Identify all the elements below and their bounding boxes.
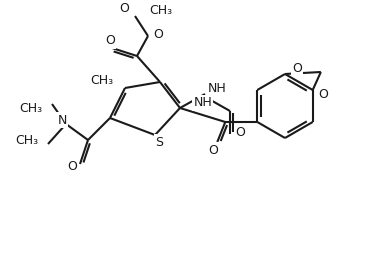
- Text: O: O: [235, 125, 245, 138]
- Text: N: N: [57, 114, 67, 126]
- Text: O: O: [119, 3, 129, 15]
- Text: O: O: [208, 144, 218, 156]
- Text: NH: NH: [193, 97, 212, 109]
- Text: NH: NH: [208, 82, 227, 94]
- Text: CH₃: CH₃: [149, 5, 172, 18]
- Text: O: O: [67, 160, 77, 172]
- Text: CH₃: CH₃: [90, 73, 113, 87]
- Text: O: O: [153, 27, 163, 40]
- Text: CH₃: CH₃: [15, 134, 38, 147]
- Text: O: O: [292, 61, 302, 74]
- Text: O: O: [105, 35, 115, 47]
- Text: S: S: [155, 135, 163, 149]
- Text: CH₃: CH₃: [19, 102, 42, 115]
- Text: O: O: [318, 87, 328, 101]
